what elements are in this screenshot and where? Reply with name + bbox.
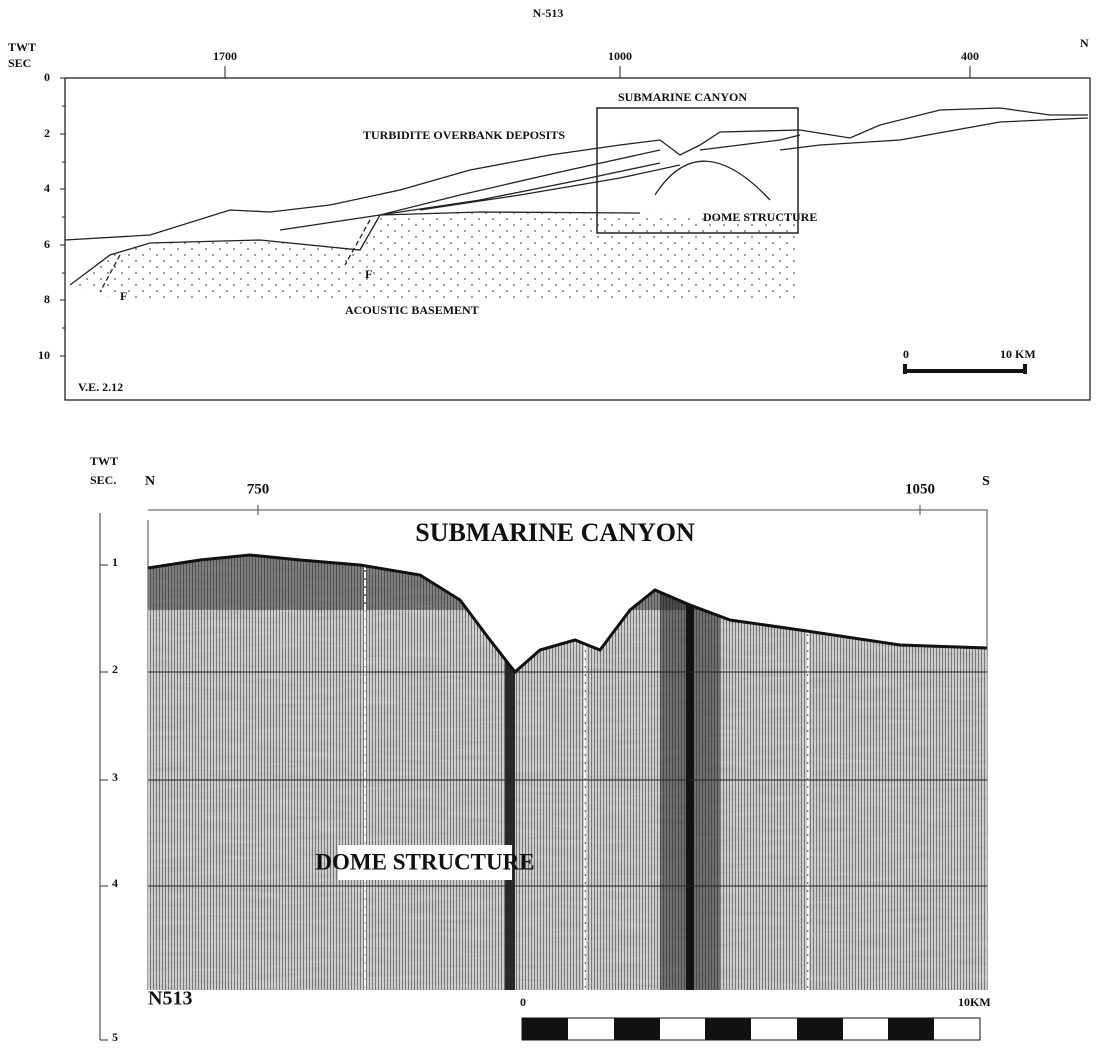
label: TURBIDITE OVERBANK DEPOSITS (363, 128, 565, 142)
scale-bar (905, 364, 1025, 374)
x-tick-label: 400 (961, 49, 979, 63)
label: DOME STRUCTURE (315, 849, 534, 874)
y-axis (100, 513, 108, 1040)
dark-trace (505, 540, 515, 990)
figure: N-513 TWT SEC N 1700 1000 400 0 2 4 6 8 … (0, 0, 1096, 1054)
seismic-section (148, 540, 987, 990)
scale-bar (522, 1018, 980, 1040)
y-tick-label: 10 (38, 348, 50, 362)
axis-label: TWT (90, 454, 118, 468)
x-tick-label: 1700 (213, 49, 237, 63)
label: SUBMARINE CANYON (415, 518, 695, 547)
bottom-panel: TWT SEC. N S 750 1050 1 2 3 4 5 SUBMARIN… (90, 454, 991, 1044)
label: ACOUSTIC BASEMENT (345, 303, 479, 317)
scale-start: 0 (903, 347, 909, 361)
title: N-513 (533, 6, 564, 20)
y-tick-label: 8 (44, 292, 50, 306)
top-panel: N-513 TWT SEC N 1700 1000 400 0 2 4 6 8 … (8, 6, 1090, 400)
fault-label: F (120, 289, 127, 303)
y-tick-label: 6 (44, 237, 50, 251)
label: DOME STRUCTURE (703, 210, 817, 224)
x-tick-label: 1050 (905, 481, 935, 497)
y-tick-label: 0 (44, 70, 50, 84)
y-tick-label: 4 (112, 876, 118, 890)
ticks (60, 78, 65, 356)
line-name: N513 (148, 988, 192, 1010)
y-ticks: 0 2 4 6 8 10 (38, 70, 65, 362)
scale-end: 10 KM (1000, 347, 1036, 361)
direction: N (145, 474, 155, 489)
y-tick-label: 3 (112, 770, 118, 784)
x-tick-label: 750 (247, 481, 270, 497)
scale-start: 0 (520, 995, 526, 1009)
y-tick-label: 4 (44, 181, 50, 195)
seafloor-band (148, 550, 987, 610)
direction: S (982, 474, 990, 489)
axis-label: SEC. (90, 473, 116, 487)
y-tick-label: 5 (112, 1030, 118, 1044)
y-tick-label: 1 (112, 555, 118, 569)
axis-label: SEC (8, 56, 31, 70)
fault-label: F (365, 267, 372, 281)
x-tick-label: 1000 (608, 49, 632, 63)
direction: N (1080, 36, 1089, 50)
axis-label: TWT (8, 40, 36, 54)
y-tick-label: 2 (112, 662, 118, 676)
label: SUBMARINE CANYON (618, 90, 747, 104)
scale-end: 10KM (958, 995, 991, 1009)
y-tick-label: 2 (44, 126, 50, 140)
vertical-exaggeration: V.E. 2.12 (78, 380, 123, 394)
